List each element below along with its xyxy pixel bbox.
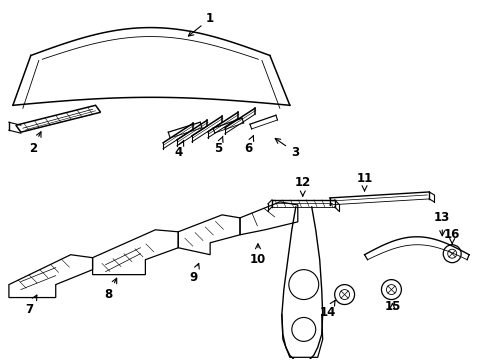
- Text: 15: 15: [384, 300, 400, 313]
- Text: 10: 10: [249, 244, 265, 266]
- Text: 12: 12: [294, 176, 310, 196]
- Text: 16: 16: [443, 228, 459, 244]
- Text: 8: 8: [104, 278, 117, 301]
- Text: 13: 13: [433, 211, 449, 236]
- Text: 3: 3: [275, 139, 298, 159]
- Text: 9: 9: [189, 264, 199, 284]
- Text: 5: 5: [214, 136, 223, 155]
- Text: 4: 4: [174, 140, 183, 159]
- Text: 1: 1: [188, 12, 214, 36]
- Text: 6: 6: [244, 136, 253, 155]
- Text: 14: 14: [319, 301, 335, 319]
- Text: 11: 11: [356, 171, 372, 191]
- Text: 2: 2: [29, 132, 41, 155]
- Text: 7: 7: [25, 295, 37, 316]
